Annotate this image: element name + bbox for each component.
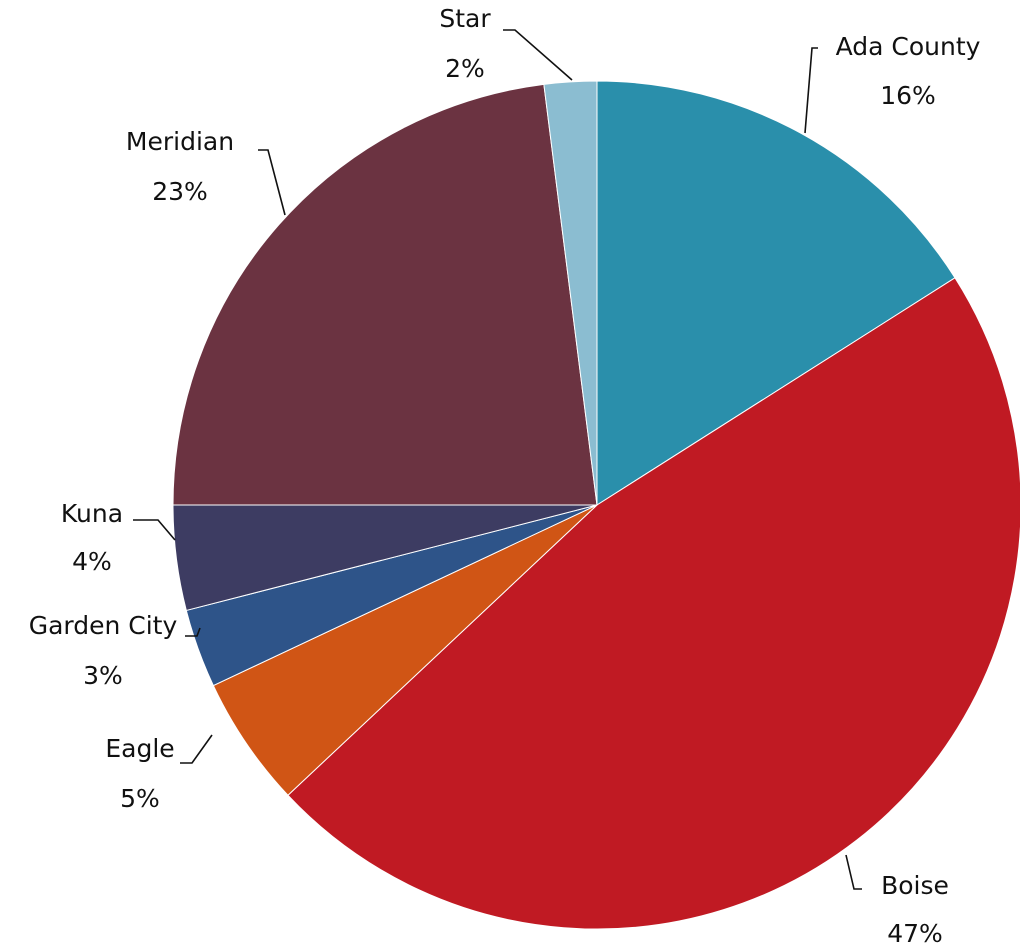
slice-label: Kuna: [61, 499, 123, 528]
slice-label: Garden City: [29, 611, 178, 640]
leader-line: [133, 519, 176, 541]
leader-line: [258, 149, 286, 216]
pie-slice: [596, 80, 956, 506]
slice-value-label: 23%: [152, 177, 208, 206]
slice-label: Star: [439, 4, 491, 33]
slice-label: Meridian: [126, 127, 234, 156]
slice-value-label: 16%: [880, 81, 936, 110]
leader-line: [804, 47, 818, 134]
pie-slice: [287, 277, 1020, 930]
slice-label: Boise: [881, 871, 949, 900]
slice-value-label: 5%: [120, 784, 160, 813]
leader-line: [185, 627, 201, 637]
pie-slice: [172, 83, 598, 506]
pie-slice: [543, 80, 598, 506]
slice-value-label: 47%: [887, 919, 943, 948]
leader-line: [180, 734, 213, 764]
slice-value-label: 3%: [83, 661, 123, 690]
slice-label: Ada County: [836, 32, 981, 61]
slice-value-label: 4%: [72, 547, 112, 576]
slice-value-label: 2%: [445, 54, 485, 83]
leader-line: [503, 29, 573, 81]
leader-line: [845, 854, 862, 890]
slice-label: Eagle: [105, 734, 174, 763]
